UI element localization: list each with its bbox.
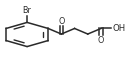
Text: Br: Br	[23, 6, 32, 15]
Text: O: O	[58, 17, 64, 26]
Text: OH: OH	[112, 24, 125, 33]
Text: O: O	[98, 36, 104, 45]
